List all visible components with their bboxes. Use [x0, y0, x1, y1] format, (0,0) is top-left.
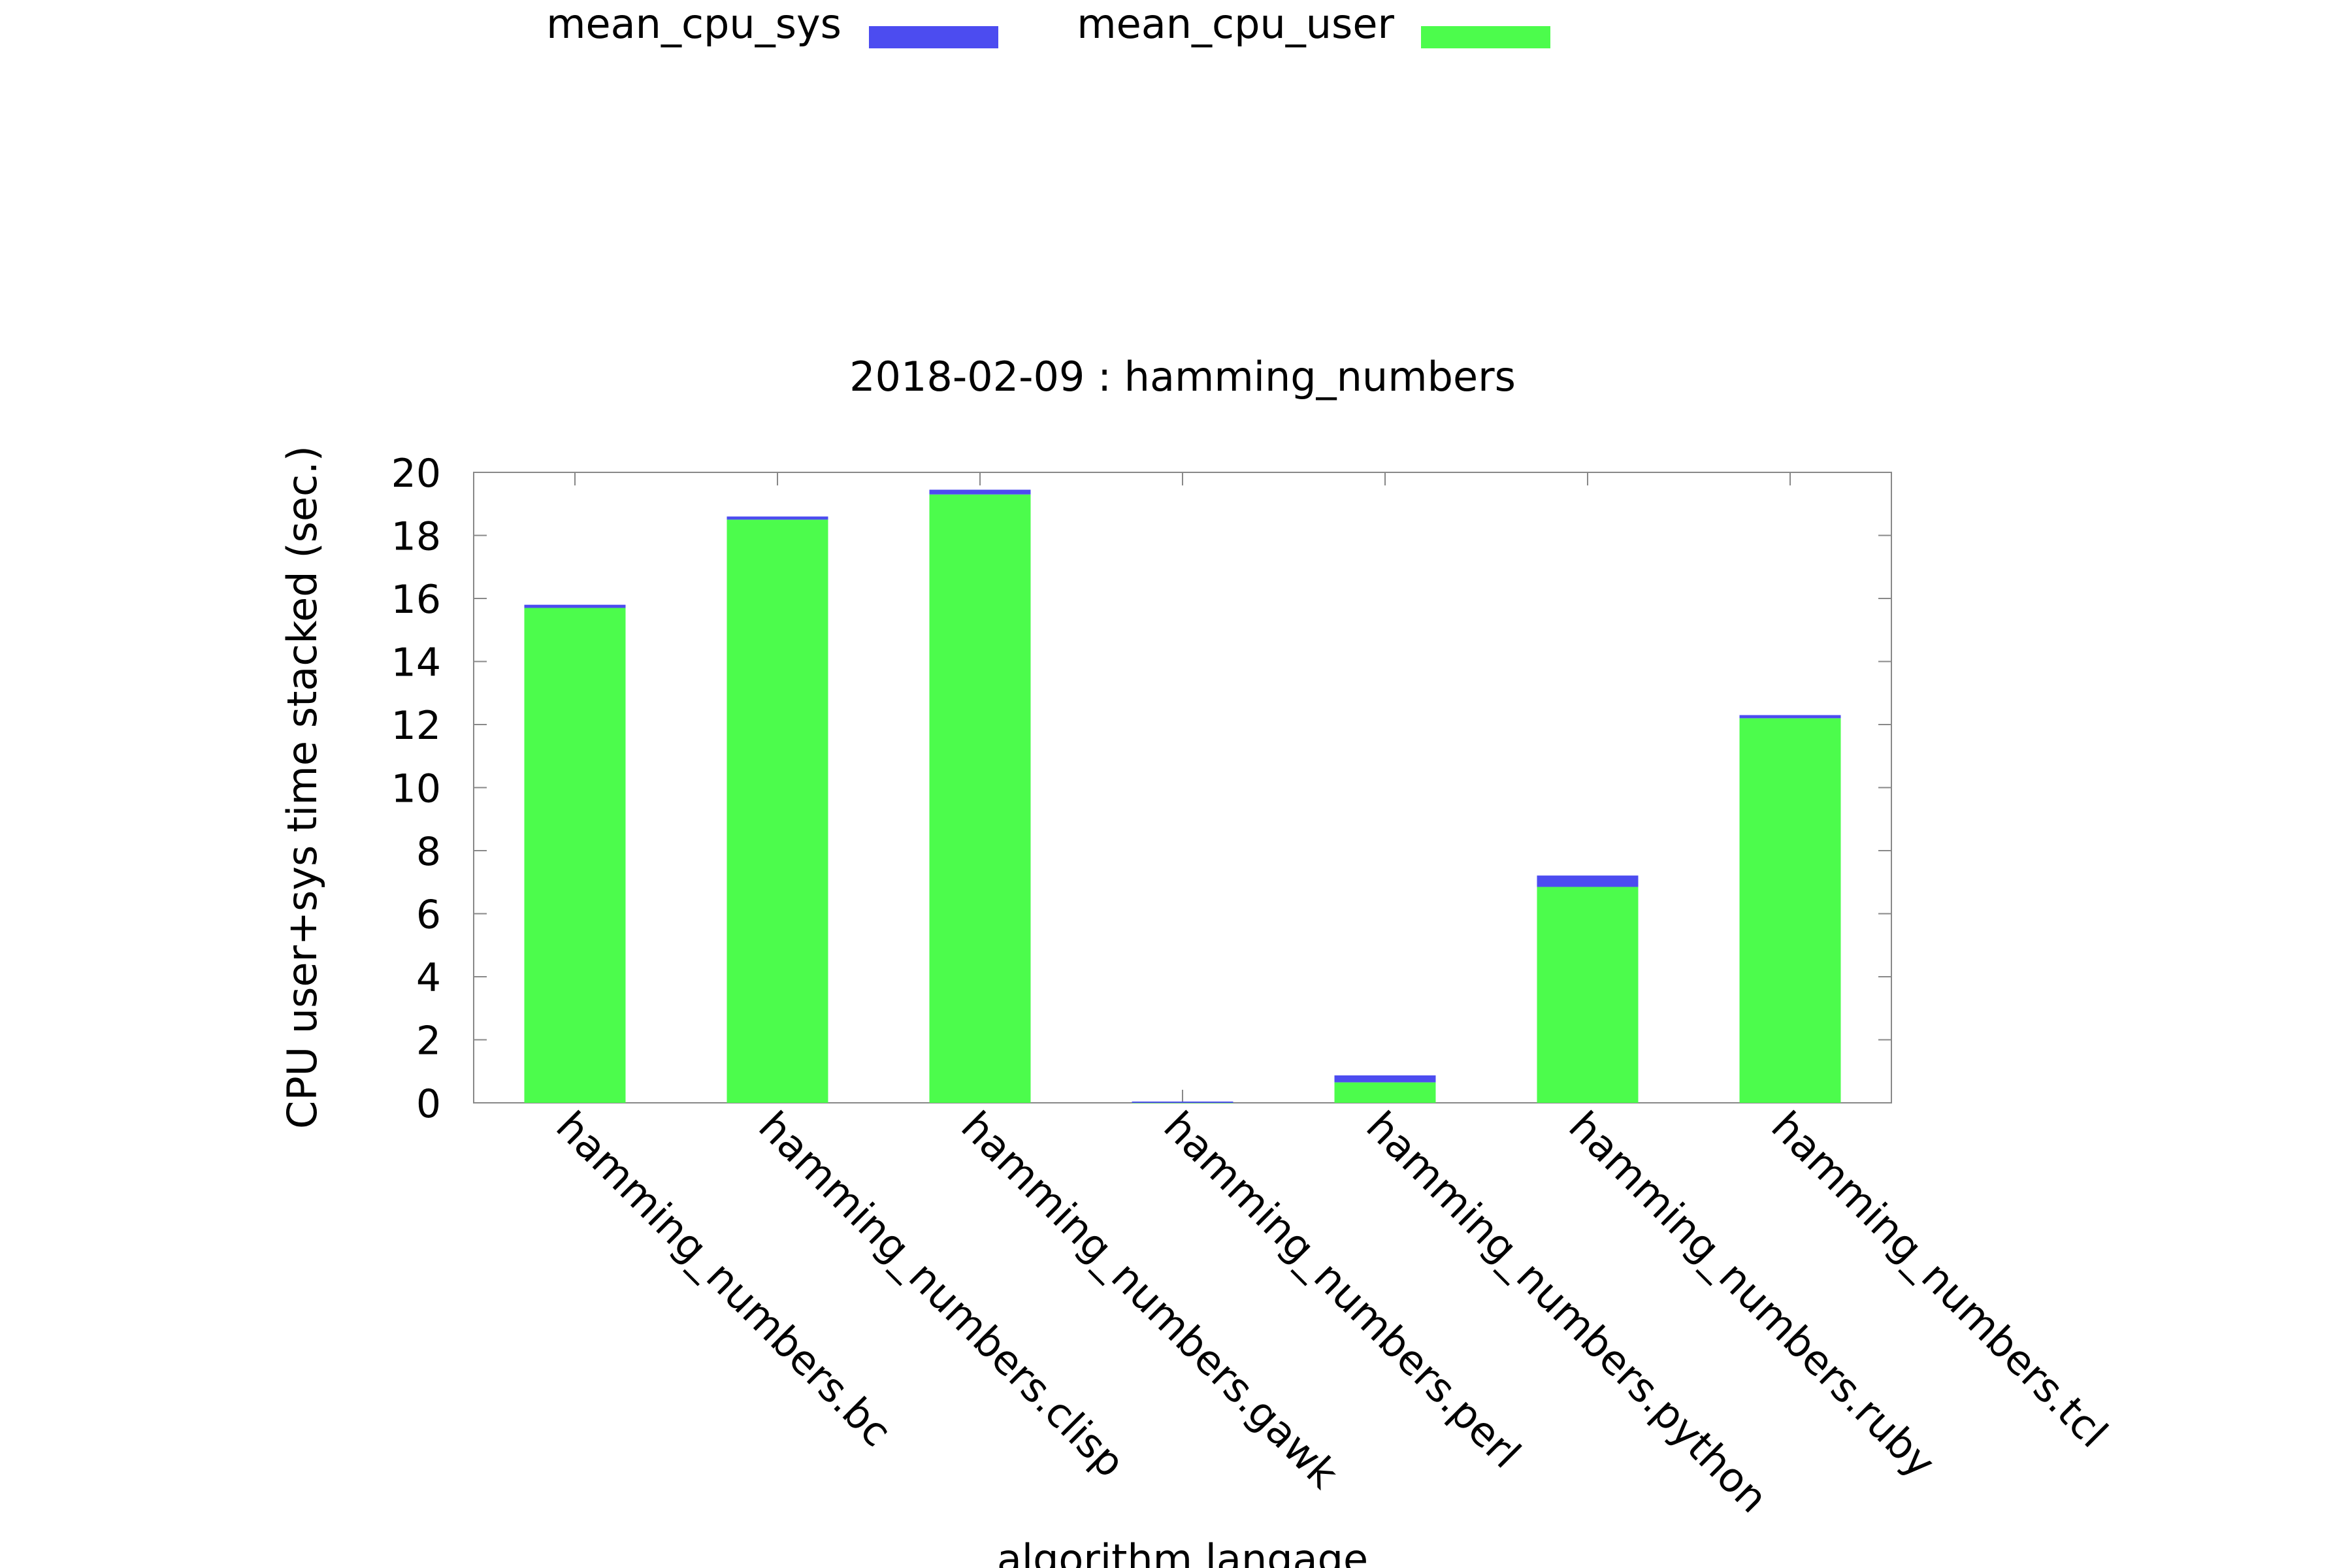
bar-mean_cpu_sys	[1334, 1075, 1436, 1083]
legend-swatch	[869, 26, 998, 48]
x-tick-label: hamming_numbers.perl	[1154, 1102, 1529, 1477]
x-tick-label: hamming_numbers.gawk	[952, 1102, 1347, 1497]
bar-mean_cpu_sys	[1132, 1102, 1233, 1103]
bar-mean_cpu_user	[727, 519, 828, 1103]
y-tick-label: 14	[391, 640, 441, 686]
x-axis-label: algorithm langage	[997, 1535, 1368, 1568]
y-axis-label: CPU user+sys time stacked (sec.)	[278, 446, 326, 1129]
legend-label: mean_cpu_user	[1077, 0, 1394, 48]
bar-mean_cpu_sys	[1739, 715, 1841, 719]
x-tick-label: hamming_numbers.bc	[547, 1102, 900, 1456]
legend-label: mean_cpu_sys	[546, 0, 841, 48]
x-tick-label: hamming_numbers.python	[1357, 1102, 1777, 1522]
bar-mean_cpu_user	[1537, 887, 1639, 1103]
legend-swatch	[1421, 26, 1550, 48]
bar-mean_cpu_sys	[1537, 875, 1639, 887]
y-tick-label: 0	[416, 1081, 441, 1127]
legend: mean_cpu_sys mean_cpu_user	[546, 0, 1550, 48]
y-tick-label: 6	[416, 892, 441, 938]
bar-mean_cpu_sys	[929, 489, 1031, 495]
x-tick-label: hamming_numbers.ruby	[1560, 1102, 1944, 1487]
y-tick-label: 2	[416, 1019, 441, 1064]
chart-title: 2018-02-09 : hamming_numbers	[849, 353, 1516, 400]
y-tick-label: 18	[391, 514, 441, 560]
plot-frame	[473, 472, 1892, 1103]
y-tick-label: 8	[416, 829, 441, 875]
bar-mean_cpu_user	[524, 608, 626, 1103]
y-tick-label: 20	[391, 451, 441, 497]
y-tick-label: 16	[391, 577, 441, 623]
bar-mean_cpu_user	[1334, 1082, 1436, 1103]
y-tick-label: 12	[391, 703, 441, 749]
bar-mean_cpu_sys	[727, 516, 828, 520]
y-axis: 0 2 4 6 8 10 12 14 16 18 20	[391, 451, 1891, 1127]
bar-mean_cpu_user	[1739, 718, 1841, 1103]
bar-mean_cpu_sys	[524, 604, 626, 608]
x-tick-label: hamming_numbers.tcl	[1762, 1102, 2117, 1457]
bars	[524, 489, 1841, 1103]
x-tick-label: hamming_numbers.clisp	[749, 1102, 1134, 1486]
y-tick-label: 10	[391, 766, 441, 812]
bar-mean_cpu_user	[929, 494, 1031, 1103]
y-tick-label: 4	[416, 955, 441, 1001]
x-tick-labels: hamming_numbers.bchamming_numbers.clisph…	[547, 1102, 2117, 1522]
